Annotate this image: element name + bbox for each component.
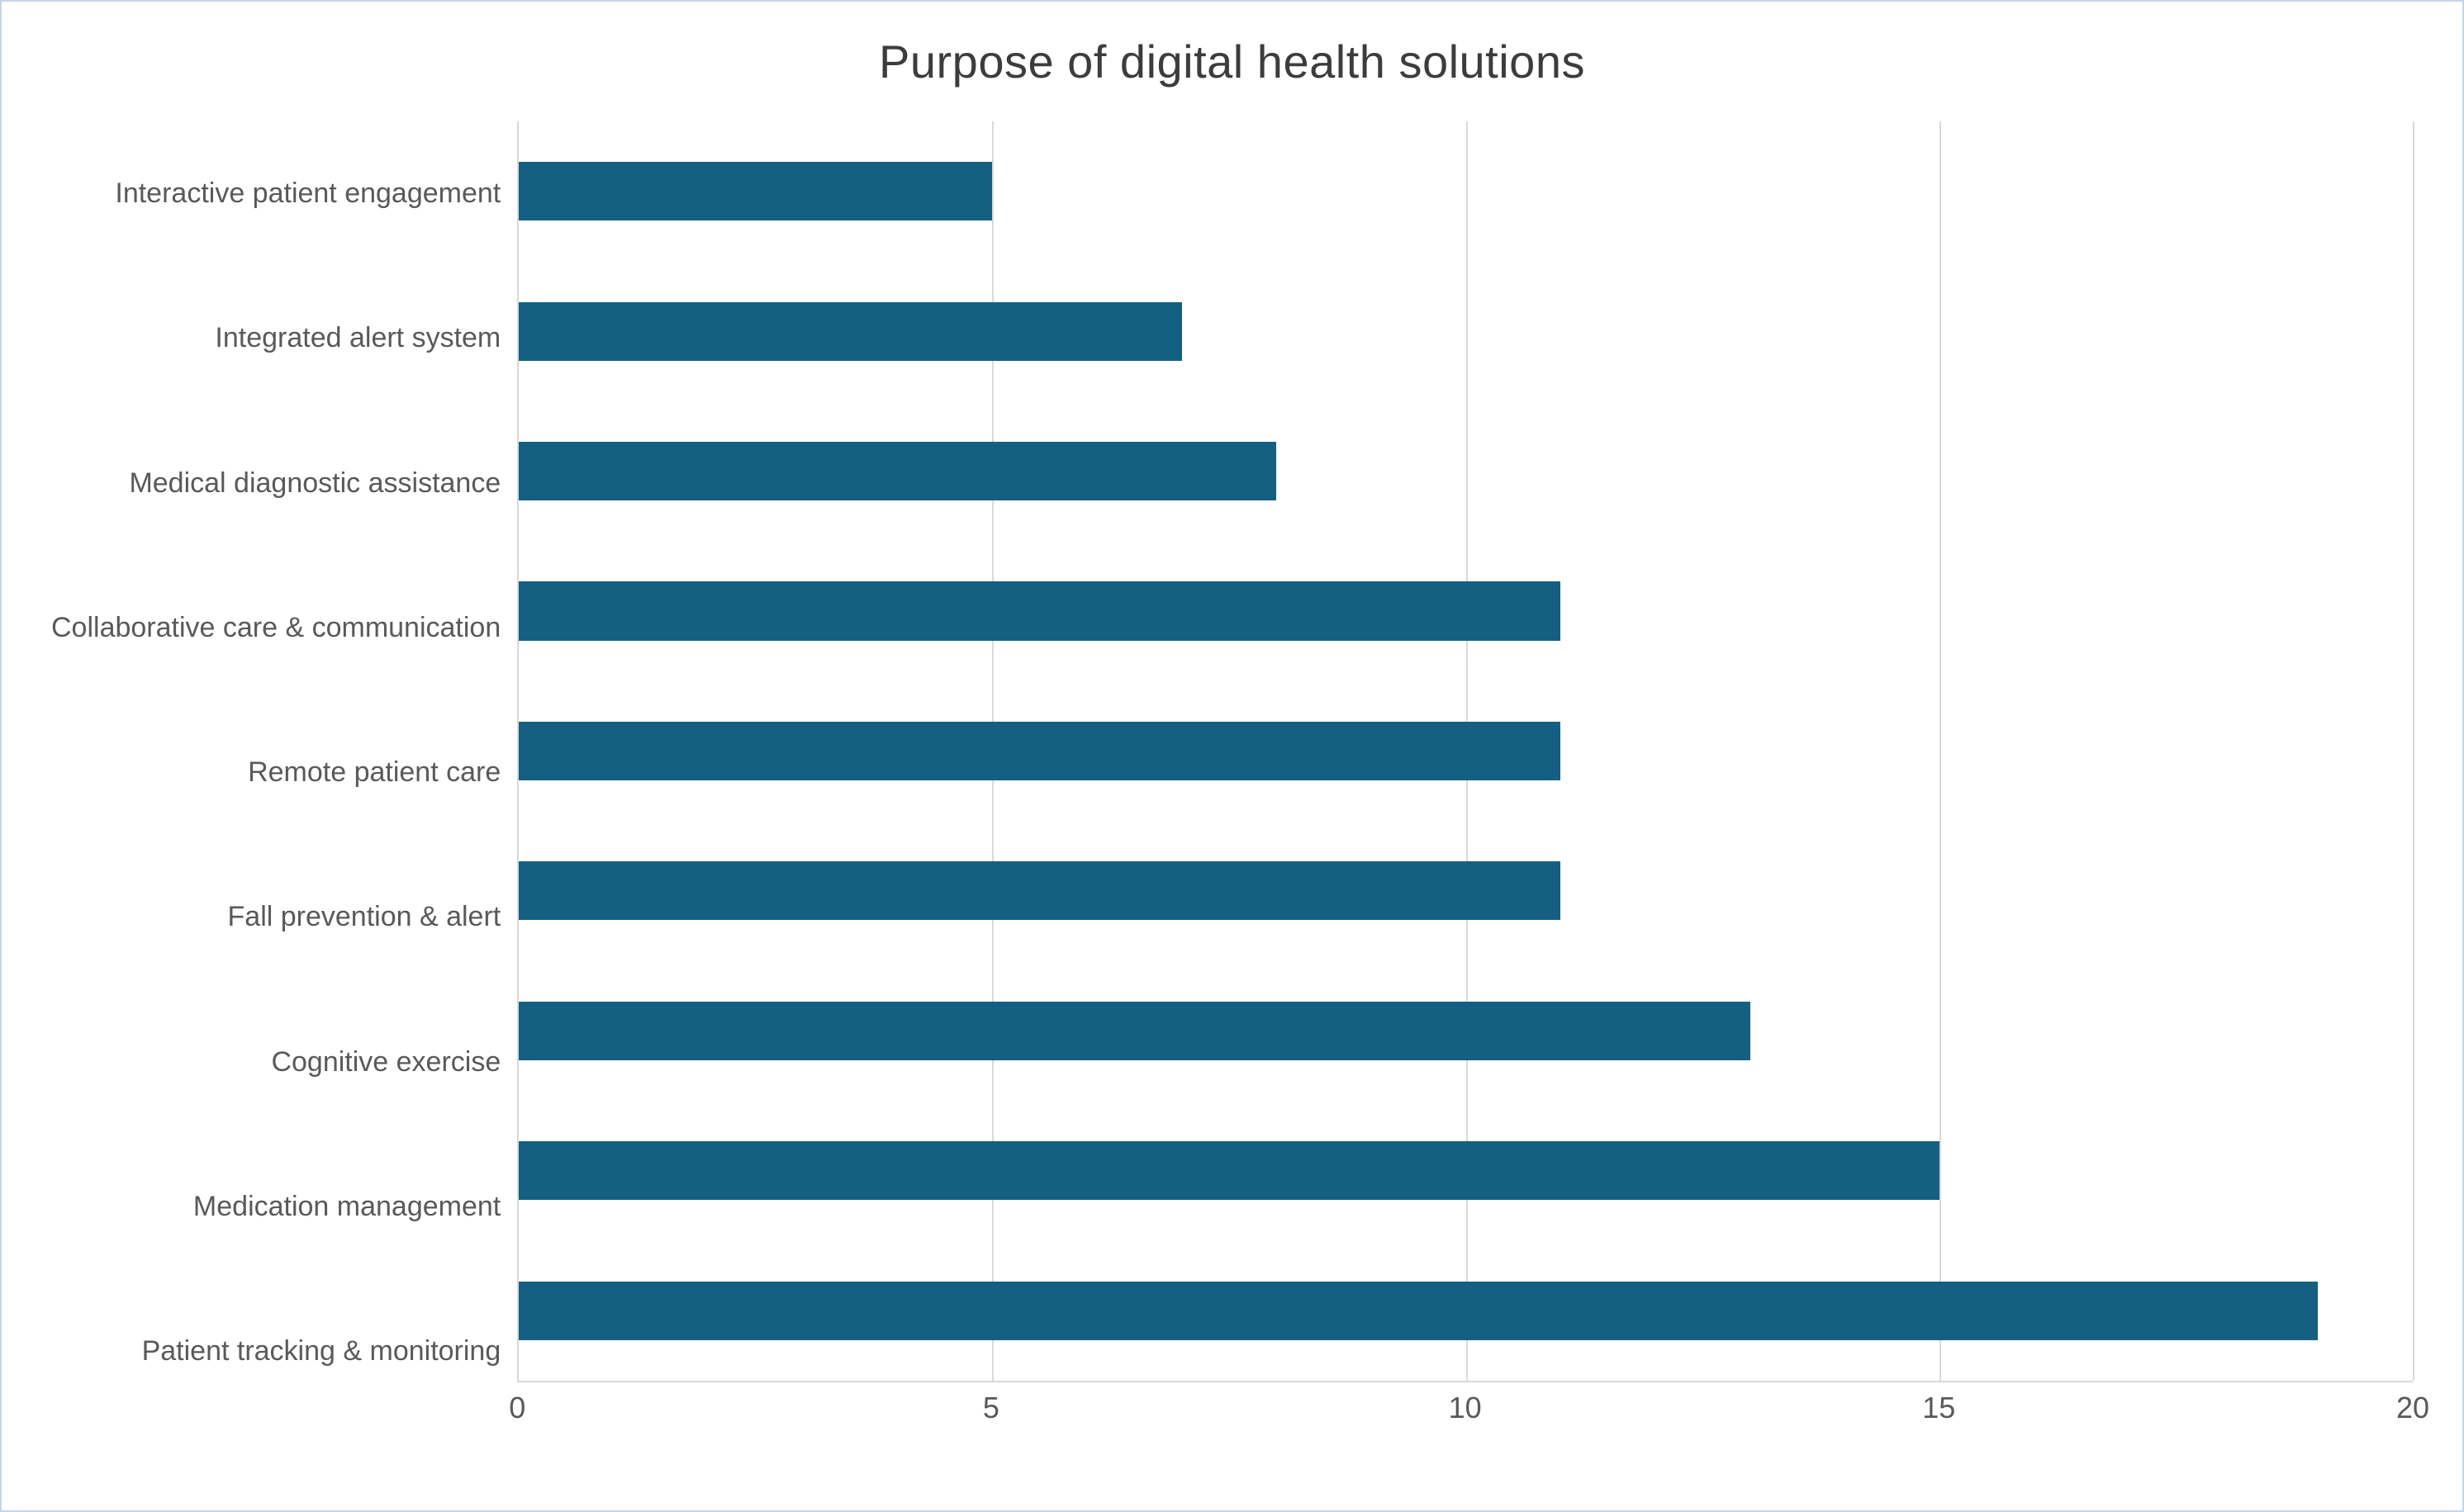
gridline bbox=[2413, 121, 2414, 1381]
y-axis-label: Patient tracking & monitoring bbox=[51, 1334, 501, 1368]
bar bbox=[519, 162, 992, 220]
x-axis: 05101520 bbox=[517, 1381, 2413, 1424]
bar-row bbox=[519, 961, 2413, 1101]
y-axis-label: Interactive patient engagement bbox=[51, 177, 501, 211]
bar-row bbox=[519, 261, 2413, 401]
bar-row bbox=[519, 541, 2413, 680]
y-axis-label: Fall prevention & alert bbox=[51, 900, 501, 934]
plot-area bbox=[517, 121, 2413, 1381]
bar-row bbox=[519, 1241, 2413, 1381]
bar-row bbox=[519, 1101, 2413, 1240]
chart-body: Interactive patient engagement Integrated… bbox=[51, 121, 2413, 1424]
bar bbox=[519, 442, 1276, 500]
y-axis-label: Remote patient care bbox=[51, 756, 501, 789]
bar bbox=[519, 861, 1560, 920]
chart-title: Purpose of digital health solutions bbox=[51, 35, 2413, 88]
y-axis-label: Integrated alert system bbox=[51, 321, 501, 355]
plot-wrap: 05101520 bbox=[517, 121, 2413, 1424]
chart-container: Purpose of digital health solutions Inte… bbox=[0, 0, 2464, 1512]
x-axis-tick: 10 bbox=[1449, 1391, 1482, 1425]
y-axis-label: Medical diagnostic assistance bbox=[51, 467, 501, 500]
y-axis-label: Medication management bbox=[51, 1190, 501, 1224]
bar bbox=[519, 302, 1181, 361]
bar-row bbox=[519, 681, 2413, 821]
bar bbox=[519, 581, 1560, 640]
bar-row bbox=[519, 121, 2413, 261]
bar-row bbox=[519, 401, 2413, 541]
bars-container bbox=[519, 121, 2413, 1381]
x-axis-tick: 5 bbox=[983, 1391, 999, 1425]
x-axis-tick: 15 bbox=[1922, 1391, 1955, 1425]
y-axis-label: Cognitive exercise bbox=[51, 1045, 501, 1079]
bar bbox=[519, 722, 1560, 780]
bar bbox=[519, 1141, 1939, 1200]
bar bbox=[519, 1282, 2318, 1340]
y-axis-labels: Interactive patient engagement Integrated… bbox=[51, 121, 517, 1424]
x-axis-tick: 20 bbox=[2396, 1391, 2429, 1425]
y-axis-label: Collaborative care & communication bbox=[51, 611, 501, 645]
bar-row bbox=[519, 821, 2413, 960]
x-axis-tick: 0 bbox=[509, 1391, 525, 1425]
bar bbox=[519, 1002, 1749, 1060]
